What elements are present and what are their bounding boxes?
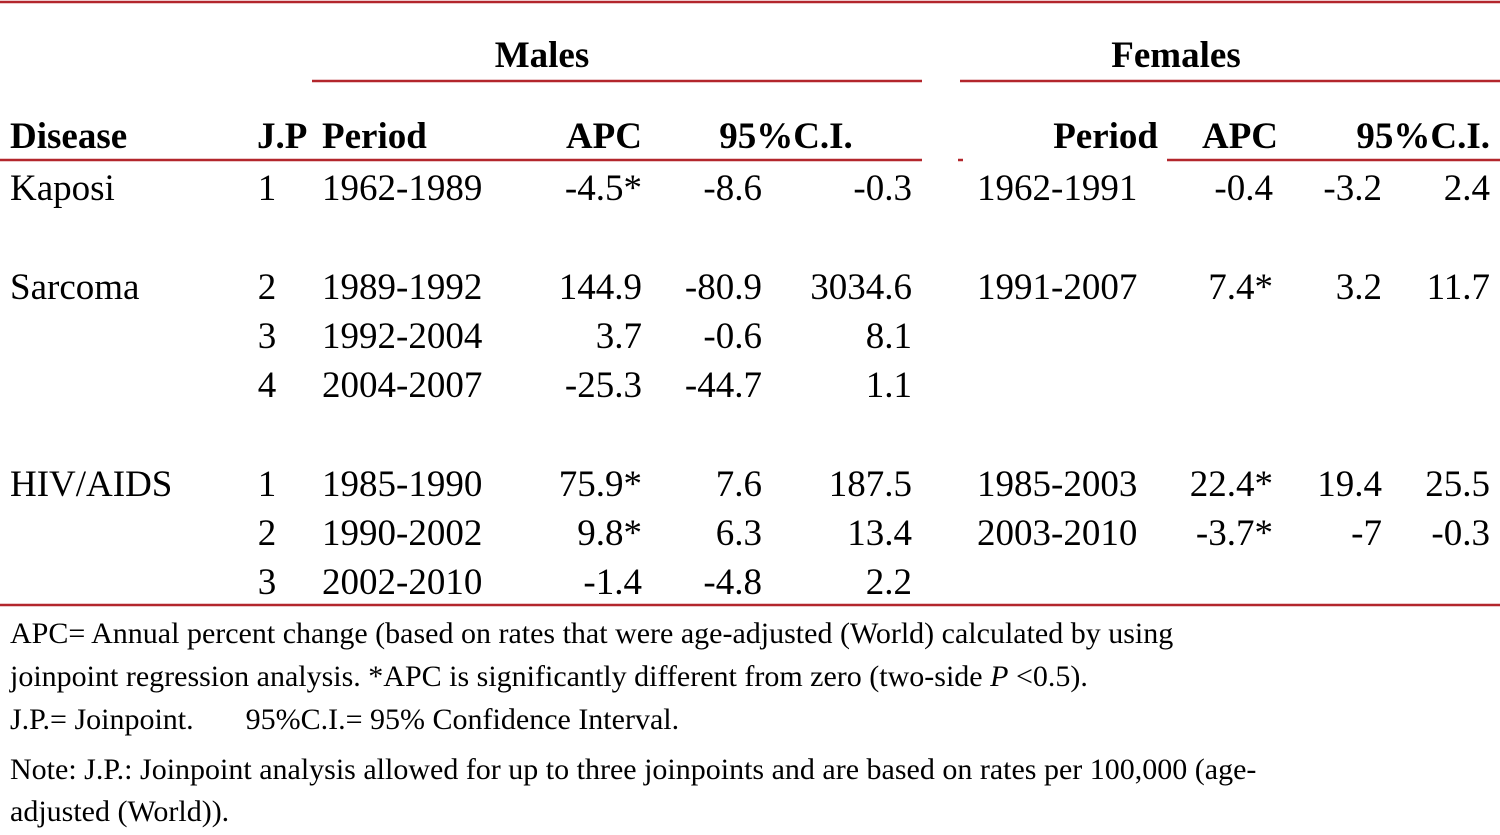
table-cell: 144.9: [559, 267, 642, 308]
group-header: Females: [1111, 35, 1240, 76]
table-cell: 1985-1990: [322, 464, 482, 505]
table-cell: 1990-2002: [322, 513, 482, 554]
table-cell: HIV/AIDS: [10, 464, 172, 505]
table-cell: 1985-2003: [977, 464, 1137, 505]
table-cell: 187.5: [829, 464, 912, 505]
table-cell: 3: [258, 316, 277, 357]
table-cell: 6.3: [716, 513, 762, 554]
column-header: 95%C.I.: [719, 116, 853, 157]
note-text: Note: J.P.: Joinpoint analysis allowed f…: [10, 753, 1256, 786]
table-cell: 2002-2010: [322, 562, 482, 603]
note-text: <0.5).: [1008, 660, 1087, 693]
table-cell: 2.4: [1444, 168, 1490, 209]
note-text: P: [989, 660, 1008, 693]
table-cell: 1962-1989: [322, 168, 482, 209]
column-header: APC: [1202, 116, 1278, 157]
table-cell: -7: [1351, 513, 1382, 554]
column-header: Disease: [10, 116, 127, 157]
column-header: Period: [1053, 116, 1158, 157]
column-header: J.P: [257, 116, 307, 157]
table-cell: -4.8: [703, 562, 762, 603]
table-cell: -3.2: [1323, 168, 1382, 209]
table-cell: 7.6: [716, 464, 762, 505]
table-cell: -44.7: [685, 365, 762, 406]
table-cell: 19.4: [1317, 464, 1382, 505]
table-cell: 1962-1991: [977, 168, 1137, 209]
table-cell: 2004-2007: [322, 365, 482, 406]
table-cell: 1991-2007: [977, 267, 1137, 308]
table-cell: -8.6: [703, 168, 762, 209]
table-cell: 8.1: [866, 316, 912, 357]
table-cell: 2: [258, 267, 277, 308]
table-cell: -3.7*: [1196, 513, 1273, 554]
table-cell: 1: [258, 464, 277, 505]
note-line: APC= Annual percent change (based on rat…: [10, 617, 1173, 650]
table-cell: -1.4: [583, 562, 642, 603]
table-cell: 2.2: [866, 562, 912, 603]
note-text: adjusted (World)).: [10, 795, 229, 828]
table-cell: -0.3: [1431, 513, 1490, 554]
table-cell: 11.7: [1427, 267, 1490, 308]
table-cell: -0.3: [853, 168, 912, 209]
table-cell: 9.8*: [577, 513, 642, 554]
table-cell: 2: [258, 513, 277, 554]
table-cell: 7.4*: [1208, 267, 1273, 308]
table-cell: -0.6: [703, 316, 762, 357]
table-cell: 13.4: [847, 513, 912, 554]
table-cell: 3034.6: [810, 267, 912, 308]
table-cell: 22.4*: [1190, 464, 1273, 505]
table-cell: -0.4: [1214, 168, 1273, 209]
table-cell: 1992-2004: [322, 316, 482, 357]
note-text: J.P.= Joinpoint.: [10, 703, 194, 736]
note-line: Note: J.P.: Joinpoint analysis allowed f…: [10, 753, 1256, 786]
table-cell: 1989-1992: [322, 267, 482, 308]
table-cell: -25.3: [565, 365, 642, 406]
note-text: APC= Annual percent change (based on rat…: [10, 617, 1173, 650]
group-header: Males: [495, 35, 590, 76]
table-cell: 2003-2010: [977, 513, 1137, 554]
table-cell: 25.5: [1425, 464, 1490, 505]
table-cell: 3.7: [596, 316, 642, 357]
table-cell: 3: [258, 562, 277, 603]
note-line: J.P.= Joinpoint. 95%C.I.= 95% Confidence …: [10, 703, 679, 736]
column-header: Period: [322, 116, 427, 157]
table-cell: 4: [258, 365, 277, 406]
table-cell: 75.9*: [559, 464, 642, 505]
column-header: APC: [566, 116, 642, 157]
column-header: 95%C.I.: [1356, 116, 1490, 157]
note-line: joinpoint regression analysis. *APC is s…: [9, 660, 1088, 693]
note-text: 95%C.I.= 95% Confidence Interval.: [246, 703, 679, 736]
table-cell: 1.1: [866, 365, 912, 406]
note-line: adjusted (World)).: [10, 795, 229, 828]
table-cell: -4.5*: [565, 168, 642, 209]
table-cell: Sarcoma: [10, 267, 139, 308]
table-cell: -80.9: [685, 267, 762, 308]
table-cell: 1: [258, 168, 277, 209]
note-text: joinpoint regression analysis. *APC is s…: [9, 660, 990, 693]
table-cell: Kaposi: [10, 168, 115, 209]
table-cell: 3.2: [1336, 267, 1382, 308]
